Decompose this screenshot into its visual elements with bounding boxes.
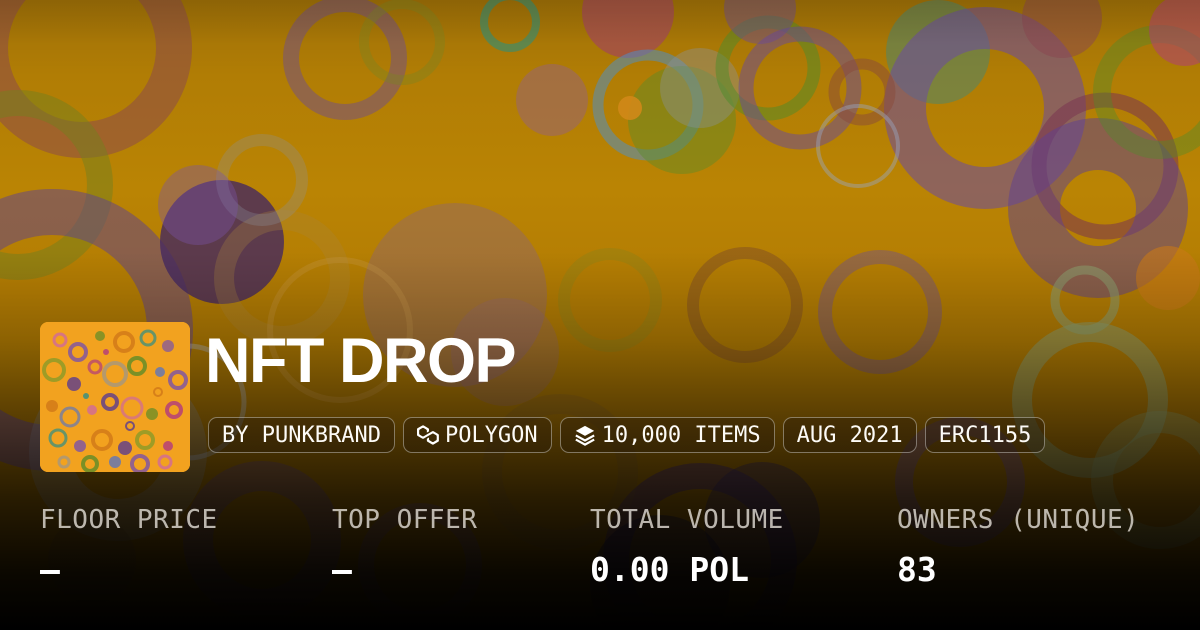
stat-floor-price-value: – bbox=[40, 549, 60, 589]
badge-date: AUG 2021 bbox=[782, 417, 917, 453]
badge-chain-polygon: POLYGON bbox=[402, 417, 552, 453]
badge-creator-label: BY PUNKBRAND bbox=[222, 422, 381, 448]
layers-icon bbox=[574, 425, 595, 446]
stat-top-offer-value: – bbox=[332, 549, 352, 589]
badge-creator: BY PUNKBRAND bbox=[208, 417, 395, 453]
badge-date-label: AUG 2021 bbox=[796, 422, 903, 448]
stat-top-offer: TOP OFFER – bbox=[332, 506, 477, 588]
stat-total-volume-value: 0.00 POL bbox=[590, 549, 749, 589]
stat-owners-unique-label: OWNERS (UNIQUE) bbox=[897, 505, 1140, 535]
collection-thumbnail bbox=[40, 322, 190, 472]
stat-floor-price-label: FLOOR PRICE bbox=[40, 505, 218, 535]
badge-items-count: 10,000 ITEMS bbox=[559, 417, 775, 453]
badge-items-label: 10,000 ITEMS bbox=[601, 422, 761, 448]
stat-owners-unique: OWNERS (UNIQUE) 83 bbox=[897, 506, 1139, 588]
stat-total-volume: TOTAL VOLUME 0.00 POL bbox=[590, 506, 784, 588]
thumbnail-circles-art bbox=[40, 322, 190, 472]
stat-total-volume-label: TOTAL VOLUME bbox=[590, 505, 784, 535]
collection-title: NFT DROP bbox=[205, 326, 516, 396]
stat-floor-price: FLOOR PRICE – bbox=[40, 506, 218, 588]
stat-top-offer-label: TOP OFFER bbox=[332, 505, 478, 535]
polygon-icon bbox=[416, 425, 439, 445]
badge-chain-label: POLYGON bbox=[444, 422, 538, 448]
stat-owners-unique-value: 83 bbox=[897, 549, 937, 589]
badge-token-standard: ERC1155 bbox=[924, 417, 1046, 453]
badge-token-standard-label: ERC1155 bbox=[938, 422, 1032, 448]
badge-row: BY PUNKBRAND POLYGON 10,000 ITEMS AUG 20… bbox=[208, 417, 1046, 453]
